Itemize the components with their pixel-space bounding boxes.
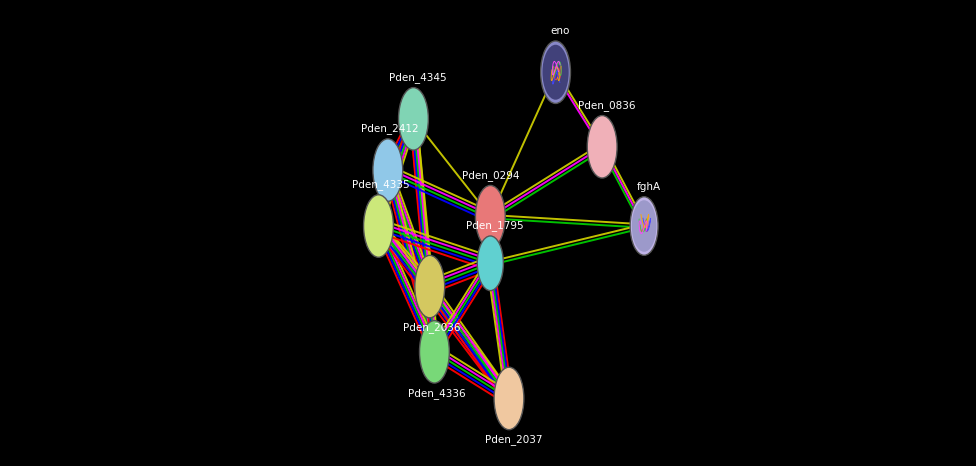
Text: Pden_2412: Pden_2412	[361, 123, 419, 134]
Text: Pden_1795: Pden_1795	[467, 220, 524, 231]
Text: Pden_4336: Pden_4336	[408, 388, 466, 398]
Text: Pden_4335: Pden_4335	[352, 179, 410, 190]
Ellipse shape	[398, 88, 428, 150]
Ellipse shape	[631, 200, 657, 252]
Ellipse shape	[588, 116, 617, 178]
Text: eno: eno	[550, 27, 570, 36]
Ellipse shape	[364, 195, 393, 257]
Text: Pden_4345: Pden_4345	[389, 72, 447, 83]
Text: Pden_0294: Pden_0294	[462, 170, 519, 181]
Text: Pden_0836: Pden_0836	[578, 100, 635, 111]
Ellipse shape	[630, 197, 658, 255]
Ellipse shape	[541, 41, 571, 103]
Text: Pden_2037: Pden_2037	[485, 434, 543, 445]
Ellipse shape	[494, 367, 524, 430]
Ellipse shape	[373, 139, 403, 201]
Text: Pden_2036: Pden_2036	[403, 322, 461, 333]
Text: fghA: fghA	[636, 182, 661, 192]
Ellipse shape	[475, 185, 506, 248]
Ellipse shape	[543, 45, 569, 100]
Ellipse shape	[420, 321, 449, 383]
Ellipse shape	[415, 255, 445, 318]
Ellipse shape	[477, 236, 504, 291]
